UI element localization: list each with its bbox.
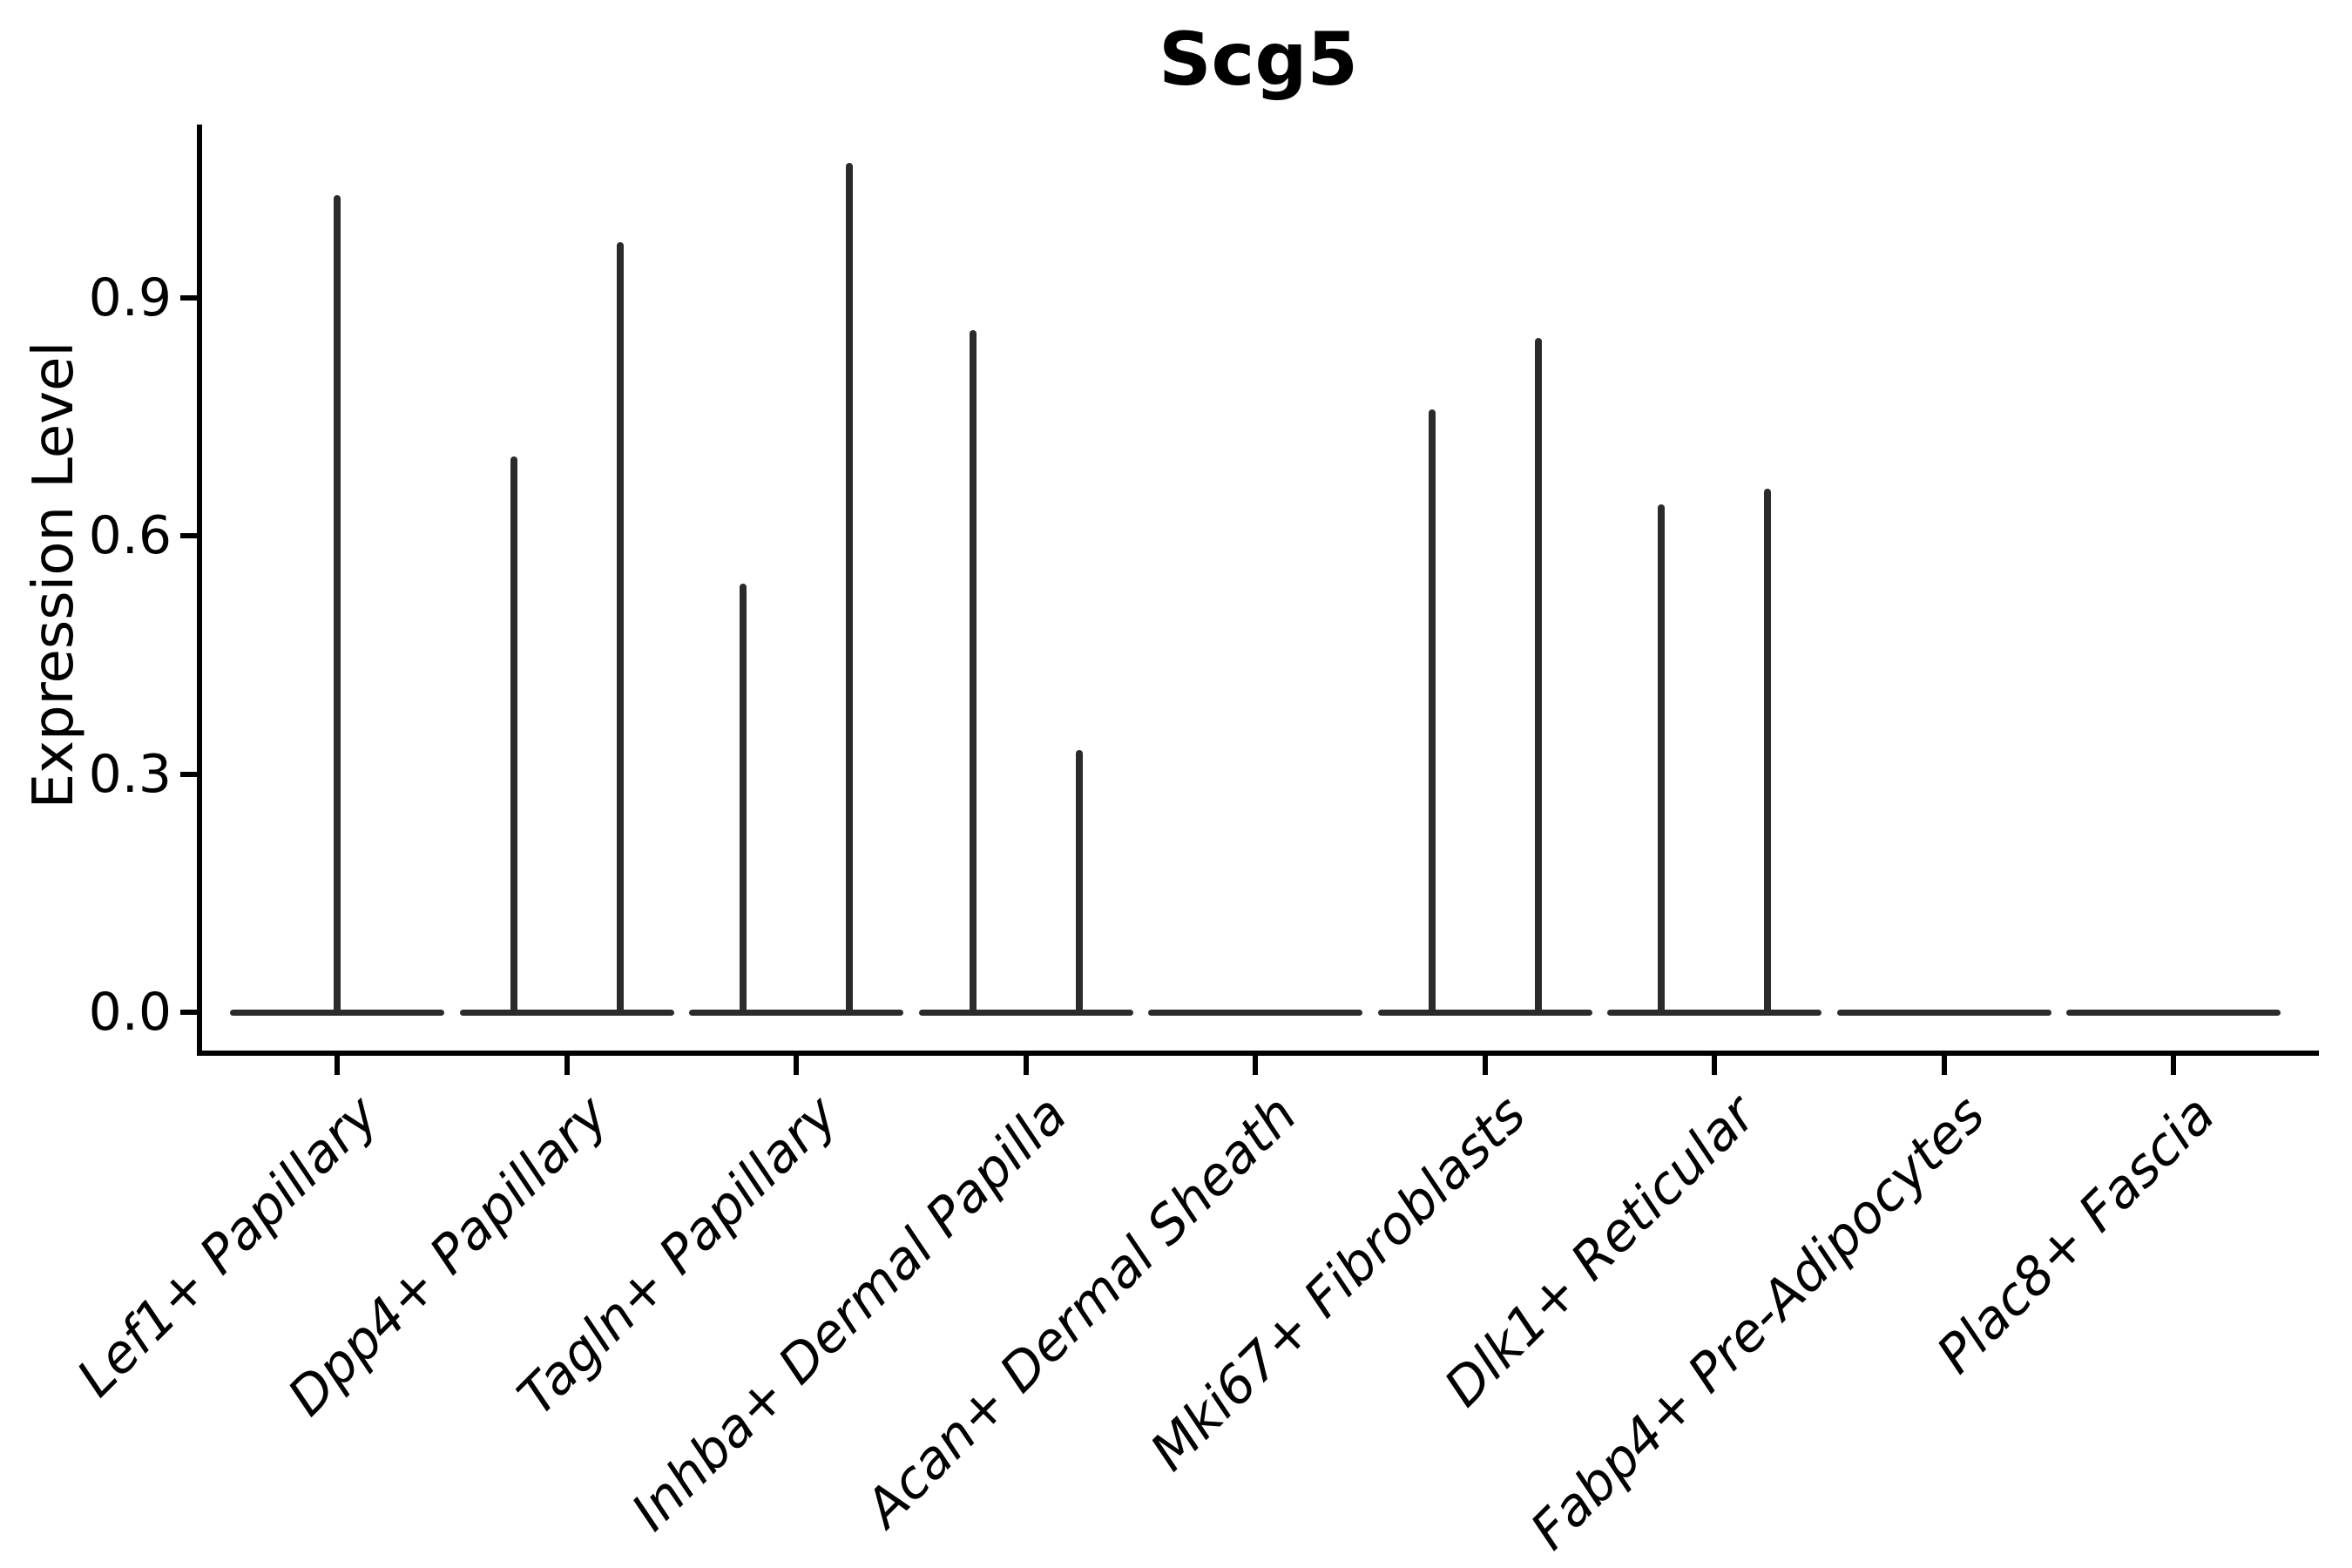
y-axis-spine: [197, 125, 202, 1055]
y-tick: [180, 533, 199, 539]
x-tick-label: Mki67+ Fibroblasts: [1139, 1084, 1538, 1484]
x-axis-spine: [197, 1051, 2319, 1056]
y-tick: [180, 771, 199, 777]
violin-baseline: [1148, 1009, 1362, 1016]
x-tick: [564, 1056, 570, 1075]
violin-spike: [969, 329, 977, 1015]
y-tick-label: 0.9: [88, 267, 172, 329]
violin-spike: [334, 194, 341, 1015]
violin-spike: [1428, 409, 1436, 1015]
x-tick: [1253, 1056, 1258, 1075]
violin-baseline: [689, 1009, 903, 1016]
y-tick: [180, 295, 199, 301]
x-tick-label: Acan+ Dermal Sheath: [853, 1084, 1308, 1539]
violin-spike: [1075, 750, 1083, 1015]
y-tick-label: 0.0: [88, 982, 172, 1043]
x-tick-label: Fabp4+ Pre-Adipocytes: [1519, 1084, 1997, 1562]
y-axis-label: Expression Level: [22, 341, 86, 809]
y-tick: [180, 1010, 199, 1015]
x-tick: [1482, 1056, 1488, 1075]
x-tick: [2171, 1056, 2176, 1075]
x-tick: [1023, 1056, 1029, 1075]
violin-spike: [1534, 337, 1542, 1015]
x-tick-label: Inhba+ Dermal Papilla: [620, 1084, 1079, 1543]
violin-baseline: [1607, 1009, 1821, 1016]
violin-baseline: [2066, 1009, 2281, 1016]
y-tick-label: 0.6: [88, 505, 172, 567]
violin-baseline: [1836, 1009, 2051, 1016]
chart-title: Scg5: [1159, 17, 1358, 102]
violin-spike: [616, 242, 624, 1015]
violin-baseline: [459, 1009, 674, 1016]
violin-spike: [510, 456, 517, 1015]
x-tick: [1941, 1056, 1947, 1075]
x-tick: [794, 1056, 799, 1075]
violin-spike: [1658, 504, 1665, 1015]
violin-baseline: [1377, 1009, 1592, 1016]
violin-spike: [740, 584, 747, 1015]
x-tick: [335, 1056, 340, 1075]
violin-spike: [1764, 488, 1771, 1015]
x-tick: [1712, 1056, 1717, 1075]
violin-spike: [846, 163, 853, 1015]
y-tick-label: 0.3: [88, 743, 172, 805]
violin-baseline: [918, 1009, 1133, 1016]
